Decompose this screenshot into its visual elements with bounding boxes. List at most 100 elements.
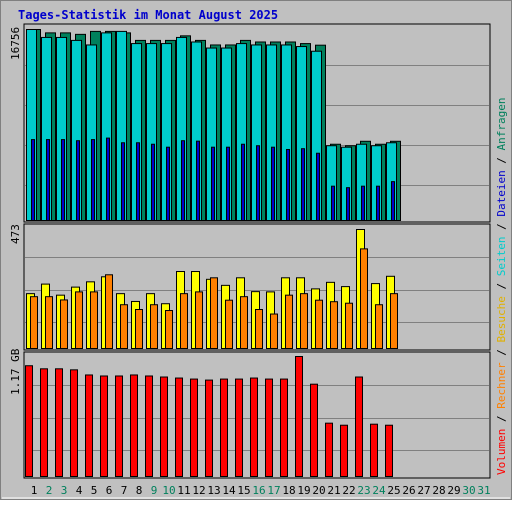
x-tick-day-18: 18 bbox=[282, 484, 295, 497]
x-tick-day-20: 20 bbox=[312, 484, 325, 497]
x-tick-day-6: 6 bbox=[106, 484, 113, 497]
bar-dateien-day-15 bbox=[241, 143, 245, 221]
x-tick-day-24: 24 bbox=[372, 484, 386, 497]
bar-volumen-day-24 bbox=[370, 423, 378, 478]
bar-volumen-day-21 bbox=[325, 422, 333, 477]
bar-rechner-day-2 bbox=[45, 296, 53, 350]
bar-dateien-day-4 bbox=[76, 140, 80, 221]
legend-sep-2: / bbox=[495, 349, 508, 356]
side-legend: Volumen / Rechner / Besuche / Seiten / D… bbox=[495, 97, 508, 475]
bar-rechner-day-7 bbox=[120, 304, 128, 349]
x-tick-day-29: 29 bbox=[447, 484, 460, 497]
bar-dateien-day-16 bbox=[256, 145, 260, 221]
bar-volumen-day-14 bbox=[220, 378, 228, 478]
x-tick-day-27: 27 bbox=[417, 484, 430, 497]
legend-sep-1: / bbox=[495, 415, 508, 422]
bar-volumen-day-12 bbox=[190, 378, 198, 478]
bar-volumen-day-15 bbox=[235, 378, 243, 478]
legend-sep-3: / bbox=[495, 283, 508, 290]
x-tick-day-12: 12 bbox=[192, 484, 205, 497]
x-tick-day-19: 19 bbox=[297, 484, 310, 497]
bar-dateien-day-9 bbox=[151, 143, 155, 221]
bar-dateien-day-18 bbox=[286, 148, 290, 222]
bar-volumen-day-23 bbox=[355, 376, 363, 477]
bar-rechner-day-1 bbox=[30, 296, 38, 350]
top-max-label: 16756 bbox=[9, 27, 22, 60]
x-tick-day-7: 7 bbox=[121, 484, 128, 497]
bar-rechner-day-4 bbox=[75, 291, 83, 350]
chart-title: Tages-Statistik im Monat August 2025 bbox=[18, 8, 278, 22]
x-tick-day-23: 23 bbox=[357, 484, 370, 497]
x-tick-day-2: 2 bbox=[46, 484, 53, 497]
bar-dateien-day-1 bbox=[31, 139, 35, 221]
bar-volumen-day-4 bbox=[70, 369, 78, 478]
legend-dateien: Dateien bbox=[495, 170, 508, 216]
bar-rechner-day-13 bbox=[210, 277, 218, 349]
bar-volumen-day-25 bbox=[385, 424, 393, 478]
bar-volumen-day-7 bbox=[115, 375, 123, 477]
legend-besuche: Besuche bbox=[495, 296, 508, 342]
bar-rechner-day-14 bbox=[225, 299, 233, 349]
bar-rechner-day-11 bbox=[180, 293, 188, 349]
x-tick-day-1: 1 bbox=[31, 484, 38, 497]
panel-middle-bars bbox=[26, 229, 398, 350]
x-tick-day-26: 26 bbox=[402, 484, 415, 497]
bar-volumen-day-17 bbox=[265, 378, 273, 478]
x-tick-day-5: 5 bbox=[91, 484, 98, 497]
bar-dateien-day-12 bbox=[196, 140, 200, 221]
bar-rechner-day-18 bbox=[285, 294, 293, 349]
bar-rechner-day-5 bbox=[90, 291, 98, 350]
panel-top-bars bbox=[26, 29, 401, 222]
bar-dateien-day-11 bbox=[181, 140, 185, 221]
x-tick-day-30: 30 bbox=[462, 484, 475, 497]
bar-volumen-day-3 bbox=[55, 368, 63, 477]
bar-dateien-day-17 bbox=[271, 146, 275, 221]
bar-volumen-day-5 bbox=[85, 374, 93, 478]
bar-rechner-day-16 bbox=[255, 309, 263, 350]
bar-rechner-day-12 bbox=[195, 291, 203, 350]
x-tick-day-10: 10 bbox=[162, 484, 175, 497]
bar-dateien-day-21 bbox=[331, 185, 335, 221]
bar-dateien-day-23 bbox=[361, 185, 365, 221]
bar-dateien-day-13 bbox=[211, 146, 215, 221]
bar-dateien-day-24 bbox=[376, 185, 380, 221]
x-tick-day-21: 21 bbox=[327, 484, 340, 497]
bar-volumen-day-9 bbox=[145, 375, 153, 477]
x-tick-day-16: 16 bbox=[252, 484, 265, 497]
legend-seiten: Seiten bbox=[495, 237, 508, 277]
bar-rechner-day-17 bbox=[270, 313, 278, 350]
bar-dateien-day-22 bbox=[346, 187, 350, 221]
bar-rechner-day-19 bbox=[300, 293, 308, 349]
bar-dateien-day-10 bbox=[166, 146, 170, 221]
legend-sep-4: / bbox=[495, 223, 508, 230]
legend-volumen: Volumen bbox=[495, 429, 508, 475]
bar-rechner-day-24 bbox=[375, 304, 383, 349]
bar-rechner-day-3 bbox=[60, 299, 68, 349]
bar-volumen-day-13 bbox=[205, 379, 213, 478]
bar-dateien-day-19 bbox=[301, 148, 305, 221]
bar-volumen-day-2 bbox=[40, 368, 48, 477]
bar-dateien-day-6 bbox=[106, 137, 110, 221]
bar-rechner-day-21 bbox=[330, 301, 338, 350]
x-tick-day-17: 17 bbox=[267, 484, 280, 497]
bar-dateien-day-8 bbox=[136, 142, 140, 221]
x-tick-day-15: 15 bbox=[237, 484, 250, 497]
bar-volumen-day-6 bbox=[100, 375, 108, 477]
x-tick-day-9: 9 bbox=[151, 484, 158, 497]
x-tick-day-28: 28 bbox=[432, 484, 445, 497]
bar-dateien-day-25 bbox=[391, 181, 395, 221]
bar-rechner-day-10 bbox=[165, 310, 173, 349]
bottom-max-label: 1.17 GB bbox=[9, 348, 22, 395]
panel-bottom-bars bbox=[25, 356, 393, 478]
bar-volumen-day-11 bbox=[175, 377, 183, 477]
x-tick-day-4: 4 bbox=[76, 484, 83, 497]
middle-max-label: 473 bbox=[9, 224, 22, 244]
bar-volumen-day-16 bbox=[250, 377, 258, 477]
x-tick-day-14: 14 bbox=[222, 484, 236, 497]
bar-dateien-day-3 bbox=[61, 139, 65, 221]
x-tick-day-3: 3 bbox=[61, 484, 68, 497]
bar-rechner-day-22 bbox=[345, 302, 353, 350]
bar-dateien-day-14 bbox=[226, 146, 230, 221]
x-tick-day-25: 25 bbox=[387, 484, 400, 497]
